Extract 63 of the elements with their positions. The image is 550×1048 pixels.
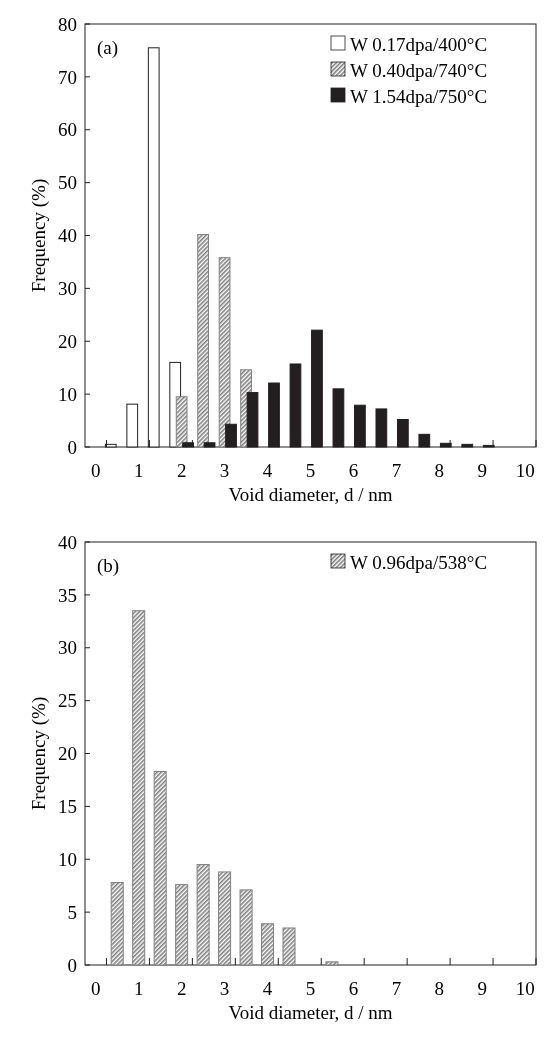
- y-tick-label: 25: [58, 690, 77, 712]
- x-tick-label: 8: [434, 978, 445, 999]
- y-axis-title: Frequency (%): [28, 178, 50, 293]
- legend-label: W 1.54dpa/750°C: [350, 85, 488, 107]
- x-tick-label: 9: [477, 460, 488, 481]
- x-tick-label: 10: [515, 460, 535, 481]
- x-tick-label: 1: [133, 978, 144, 999]
- x-tick-label: 7: [391, 978, 402, 999]
- x-tick-label: 0: [90, 460, 101, 481]
- bar: [132, 610, 146, 966]
- x-tick-label: 0: [90, 978, 101, 999]
- x-tick-label: 9: [477, 978, 488, 999]
- legend-label: W 0.17dpa/400°C: [350, 33, 488, 55]
- y-tick-label: 60: [58, 119, 77, 141]
- x-tick-label: 3: [219, 460, 230, 481]
- y-tick-label: 30: [58, 637, 77, 659]
- bar: [153, 770, 167, 966]
- legend-label: W 0.40dpa/740°C: [350, 59, 488, 81]
- y-tick-label: 35: [58, 584, 77, 606]
- bar: [218, 871, 232, 966]
- bar: [218, 257, 231, 448]
- bar: [282, 927, 296, 966]
- x-tick-label: 6: [348, 978, 359, 999]
- x-tick-label: 7: [391, 460, 402, 481]
- y-tick-label: 10: [58, 383, 77, 405]
- x-tick-label: 1: [133, 460, 144, 481]
- x-tick-label: 5: [305, 460, 316, 481]
- annotation: (b): [97, 555, 120, 577]
- y-tick-label: 0: [67, 436, 77, 458]
- bar: [325, 961, 339, 966]
- bar: [239, 889, 253, 966]
- x-axis-title: Void diameter, d / nm: [228, 1002, 393, 1023]
- annotation: (a): [97, 37, 119, 59]
- bar: [175, 884, 189, 966]
- bar: [175, 396, 188, 448]
- y-tick-label: 0: [67, 954, 77, 976]
- bar: [196, 864, 210, 966]
- bar: [197, 233, 209, 448]
- y-tick-label: 20: [58, 743, 77, 765]
- y-tick-label: 50: [58, 172, 77, 194]
- y-tick-label: 30: [58, 278, 77, 300]
- x-tick-label: 8: [434, 460, 445, 481]
- y-tick-label: 15: [58, 796, 77, 818]
- y-tick-label: 20: [58, 330, 77, 352]
- bar: [110, 882, 124, 966]
- x-tick-label: 5: [305, 978, 316, 999]
- x-axis-title: Void diameter, d / nm: [228, 484, 393, 505]
- legend-label: W 0.96dpa/538°C: [350, 551, 488, 573]
- x-tick-label: 3: [219, 978, 230, 999]
- y-axis-title: Frequency (%): [28, 696, 50, 811]
- x-tick-label: 6: [348, 460, 359, 481]
- y-tick-label: 5: [67, 901, 77, 923]
- bar: [261, 923, 275, 966]
- x-tick-label: 4: [262, 978, 273, 999]
- y-tick-label: 40: [58, 225, 77, 247]
- x-tick-label: 10: [515, 978, 535, 999]
- y-tick-label: 80: [58, 13, 77, 35]
- y-tick-label: 40: [58, 531, 77, 553]
- y-tick-label: 70: [58, 66, 77, 88]
- x-tick-label: 2: [176, 978, 187, 999]
- x-tick-label: 4: [262, 460, 273, 481]
- x-tick-label: 2: [176, 460, 187, 481]
- y-tick-label: 10: [58, 848, 77, 870]
